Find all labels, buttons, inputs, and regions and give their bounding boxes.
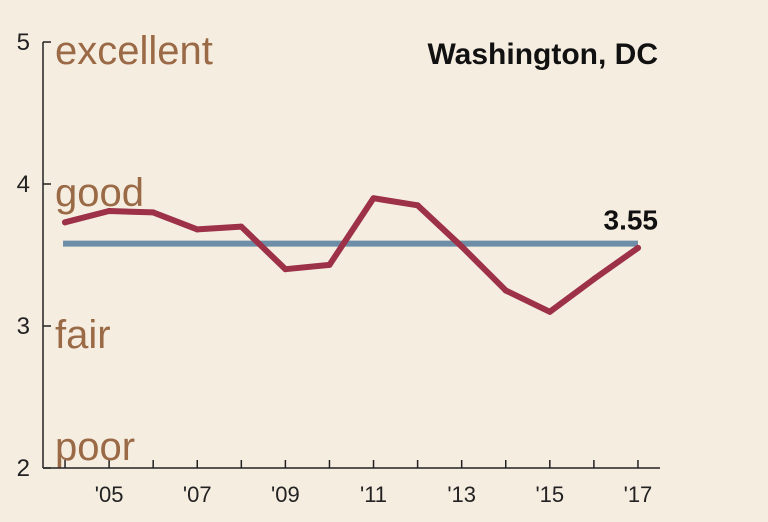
average-value-label: 3.55	[604, 205, 659, 236]
x-tick-label: '11	[360, 482, 387, 507]
y-tick-labels: 2 3 4 5	[17, 29, 30, 482]
rating-label-poor: poor	[55, 425, 135, 469]
y-tick-label: 5	[17, 29, 30, 56]
data-point	[458, 243, 465, 250]
chart-title: Washington, DC	[427, 38, 658, 71]
tick-layer	[43, 41, 639, 469]
data-point	[106, 207, 113, 214]
x-tick-label: '07	[183, 482, 212, 507]
y-tick-label: 2	[17, 455, 30, 482]
data-point	[326, 261, 333, 268]
x-tick-labels: '05 '07 '09 '11 '13 '15 '17	[95, 482, 653, 507]
y-tick-label: 3	[17, 313, 30, 340]
data-point	[370, 195, 377, 202]
rating-label-fair: fair	[55, 313, 111, 357]
data-point	[238, 223, 245, 230]
x-tick-label: '17	[624, 482, 653, 507]
x-tick-label: '15	[535, 482, 564, 507]
data-point	[414, 202, 421, 209]
x-tick-label: '05	[95, 482, 124, 507]
rating-label-excellent: excellent	[55, 29, 213, 73]
data-point	[634, 244, 641, 251]
data-point	[546, 308, 553, 315]
data-point	[590, 276, 597, 283]
series-line	[62, 195, 641, 315]
data-point	[194, 226, 201, 233]
rating-label-good: good	[55, 171, 144, 215]
data-point	[282, 266, 289, 273]
x-tick-label: '09	[271, 482, 300, 507]
data-point	[150, 209, 157, 216]
data-point	[502, 287, 509, 294]
rating-labels: excellent good fair poor	[55, 29, 213, 469]
x-tick-label: '13	[447, 482, 476, 507]
data-point	[62, 219, 69, 226]
y-tick-label: 4	[17, 171, 30, 198]
